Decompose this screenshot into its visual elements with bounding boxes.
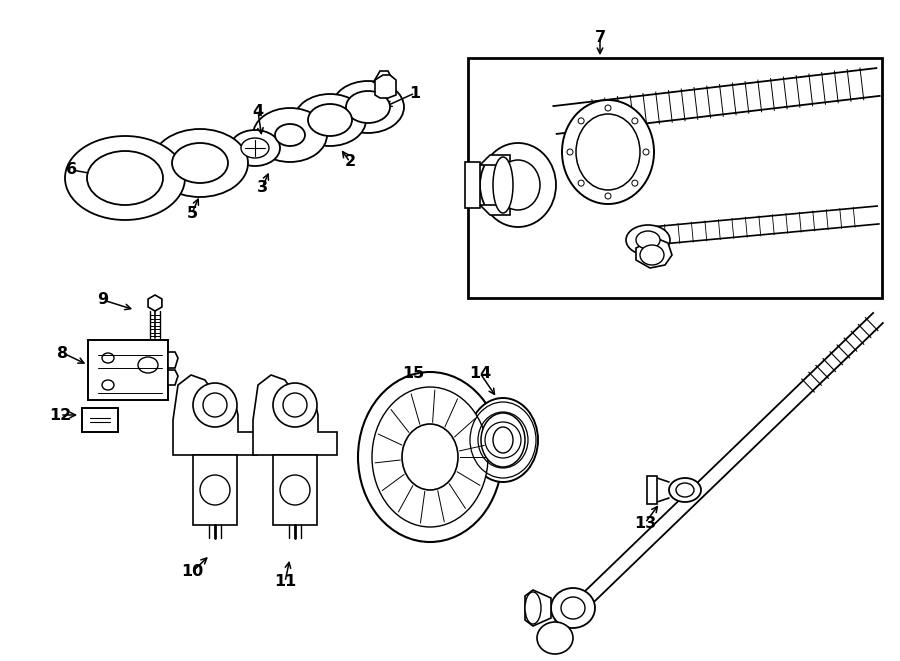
Ellipse shape — [87, 151, 163, 205]
Ellipse shape — [275, 124, 305, 146]
Polygon shape — [253, 375, 337, 455]
Ellipse shape — [525, 592, 541, 624]
Ellipse shape — [626, 225, 670, 255]
Ellipse shape — [676, 483, 694, 497]
Ellipse shape — [669, 478, 701, 502]
Ellipse shape — [561, 597, 585, 619]
Bar — [273, 455, 317, 525]
Ellipse shape — [632, 180, 638, 186]
Ellipse shape — [632, 118, 638, 124]
Ellipse shape — [605, 193, 611, 199]
Bar — [468, 58, 882, 298]
Text: 4: 4 — [252, 104, 264, 120]
Ellipse shape — [230, 130, 280, 166]
Ellipse shape — [576, 114, 640, 190]
Ellipse shape — [605, 105, 611, 111]
Polygon shape — [148, 295, 162, 311]
Text: 10: 10 — [181, 564, 203, 580]
Polygon shape — [525, 590, 551, 626]
Ellipse shape — [152, 129, 248, 197]
Ellipse shape — [241, 138, 269, 158]
Polygon shape — [480, 205, 510, 215]
Ellipse shape — [358, 372, 502, 542]
Ellipse shape — [308, 104, 352, 136]
Polygon shape — [636, 238, 672, 268]
Ellipse shape — [402, 424, 458, 490]
Ellipse shape — [138, 357, 158, 373]
Ellipse shape — [493, 157, 513, 213]
Text: 2: 2 — [345, 155, 356, 169]
Ellipse shape — [346, 91, 390, 123]
Ellipse shape — [102, 353, 114, 363]
Polygon shape — [465, 162, 480, 208]
Text: 6: 6 — [67, 163, 77, 178]
Bar — [193, 455, 237, 525]
Text: 9: 9 — [97, 293, 109, 307]
Polygon shape — [173, 375, 257, 455]
Ellipse shape — [294, 94, 366, 146]
Ellipse shape — [578, 180, 584, 186]
Ellipse shape — [643, 149, 649, 155]
Ellipse shape — [280, 475, 310, 505]
Ellipse shape — [636, 231, 660, 249]
Text: 1: 1 — [410, 85, 420, 100]
Ellipse shape — [193, 383, 237, 427]
Ellipse shape — [493, 427, 513, 453]
Ellipse shape — [551, 588, 595, 628]
Ellipse shape — [273, 383, 317, 427]
Bar — [88, 340, 168, 400]
Text: 3: 3 — [256, 180, 267, 196]
Text: 7: 7 — [594, 30, 606, 46]
Bar — [82, 408, 118, 432]
Ellipse shape — [567, 149, 573, 155]
Ellipse shape — [283, 393, 307, 417]
Text: 11: 11 — [274, 574, 296, 590]
Ellipse shape — [65, 136, 185, 220]
Ellipse shape — [578, 118, 584, 124]
Ellipse shape — [372, 387, 488, 527]
Ellipse shape — [253, 108, 327, 162]
Ellipse shape — [537, 622, 573, 654]
Ellipse shape — [172, 143, 228, 183]
Polygon shape — [168, 370, 178, 385]
Ellipse shape — [640, 245, 664, 265]
Text: 13: 13 — [634, 516, 656, 531]
Ellipse shape — [468, 398, 538, 482]
Ellipse shape — [496, 160, 540, 210]
Text: 5: 5 — [186, 206, 198, 221]
Ellipse shape — [203, 393, 227, 417]
Text: 14: 14 — [469, 366, 491, 381]
Polygon shape — [168, 352, 178, 368]
Polygon shape — [480, 155, 510, 165]
Text: 12: 12 — [49, 407, 71, 422]
Polygon shape — [647, 476, 657, 504]
Polygon shape — [375, 75, 396, 98]
Ellipse shape — [562, 100, 654, 204]
Ellipse shape — [200, 475, 230, 505]
Text: 15: 15 — [402, 366, 424, 381]
Ellipse shape — [332, 81, 404, 133]
Ellipse shape — [243, 139, 267, 157]
Text: 8: 8 — [58, 346, 68, 360]
Ellipse shape — [102, 380, 114, 390]
Ellipse shape — [481, 413, 525, 467]
Ellipse shape — [480, 143, 556, 227]
